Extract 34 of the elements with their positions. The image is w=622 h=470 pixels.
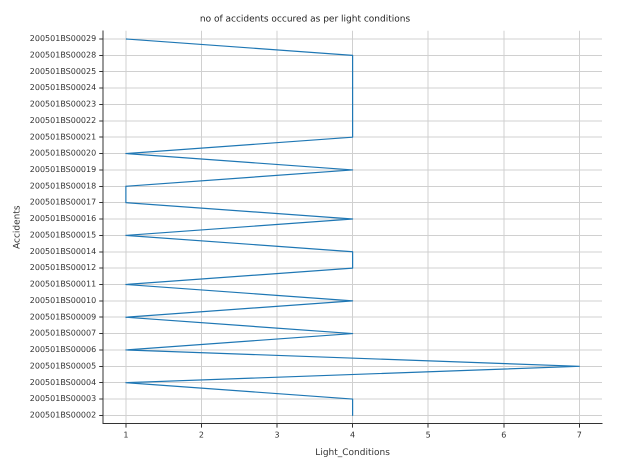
x-tick-label: 1: [123, 430, 128, 440]
y-tick-label: 200501BS00009: [30, 312, 96, 322]
y-tick-label: 200501BS00004: [30, 378, 96, 387]
y-tick-label: 200501BS00005: [30, 361, 96, 370]
x-tick-label: 2: [198, 430, 204, 440]
y-tick-label: 200501BS00011: [30, 280, 96, 289]
y-tick-label: 200501BS00022: [30, 116, 96, 125]
y-tick-label: 200501BS00006: [30, 345, 96, 354]
x-tick-label: 5: [426, 430, 431, 440]
y-tick-label: 200501BS00021: [30, 132, 96, 142]
y-tick-label: 200501BS00019: [30, 164, 96, 174]
y-tick-label: 200501BS00025: [30, 66, 96, 76]
x-tick-label: 6: [501, 430, 506, 440]
y-tick-label: 200501BS00002: [30, 410, 96, 420]
y-tick-label: 200501BS00028: [30, 50, 96, 60]
y-tick-label: 200501BS00029: [30, 34, 96, 44]
x-tick-label: 3: [274, 430, 280, 440]
y-tick-label: 200501BS00020: [30, 148, 96, 158]
y-tick-label: 200501BS00016: [30, 214, 96, 224]
y-tick-label: 200501BS00010: [30, 296, 96, 305]
y-tick-label: 200501BS00018: [30, 181, 96, 190]
y-tick-label: 200501BS00007: [30, 328, 96, 338]
y-tick-label: 200501BS00003: [30, 394, 96, 404]
x-tick-label: 4: [350, 430, 356, 440]
x-axis-title: Light_Conditions: [315, 448, 390, 458]
y-tick-label: 200501BS00012: [30, 263, 96, 272]
y-tick-label: 200501BS00024: [30, 83, 96, 92]
y-axis-title: Accidents: [12, 205, 23, 249]
y-tick-label: 200501BS00017: [30, 198, 96, 207]
y-tick-label: 200501BS00015: [30, 230, 96, 240]
x-tick-label: 7: [576, 430, 582, 440]
y-tick-label: 200501BS00023: [30, 100, 96, 109]
chart-title: no of accidents occured as per light conditions: [200, 14, 410, 25]
y-tick-label: 200501BS00014: [30, 246, 96, 256]
